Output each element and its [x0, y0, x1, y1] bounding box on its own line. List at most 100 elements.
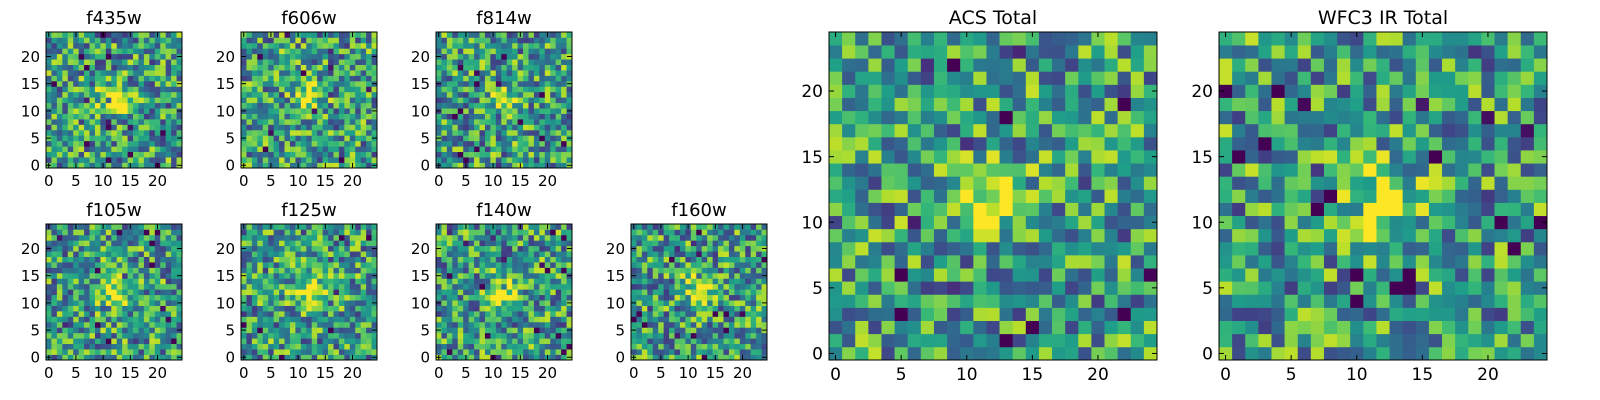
- heatmap-cell: [89, 113, 96, 120]
- heatmap-cell: [165, 80, 172, 87]
- axes-frame: [45, 223, 183, 361]
- heatmap-cell: [707, 251, 713, 257]
- heatmap-cell: [495, 80, 502, 87]
- heatmap-cell: [311, 332, 318, 339]
- heatmap-cell: [251, 321, 258, 328]
- heatmap-cell: [89, 272, 96, 279]
- heatmap-cell: [855, 241, 869, 256]
- heatmap-cell: [56, 162, 63, 169]
- heatmap-cell: [555, 224, 562, 230]
- heatmap-cell: [501, 53, 508, 60]
- heatmap-cell: [517, 140, 524, 147]
- heatmap-cell: [355, 338, 362, 345]
- heatmap-cell: [171, 108, 177, 114]
- heatmap-cell: [707, 262, 713, 268]
- heatmap-cell: [56, 321, 63, 328]
- heatmap-cell: [246, 245, 253, 252]
- heatmap-cell: [636, 300, 643, 306]
- heatmap-cell: [533, 327, 540, 334]
- heatmap-cell: [349, 240, 356, 247]
- heatmap-cell: [1052, 346, 1066, 361]
- heatmap-cell: [452, 86, 459, 93]
- heatmap-cell: [338, 42, 345, 49]
- heatmap-cell: [84, 224, 90, 230]
- heatmap-cell: [371, 234, 378, 241]
- heatmap-cell: [1012, 346, 1027, 361]
- heatmap-cell: [171, 113, 177, 120]
- heatmap-cell: [506, 119, 513, 125]
- heatmap-cell: [89, 294, 96, 301]
- heatmap-cell: [73, 262, 79, 268]
- heatmap-cell: [533, 311, 540, 317]
- heatmap-cell: [105, 229, 112, 236]
- heatmap-cell: [484, 75, 491, 82]
- heatmap-cell: [718, 316, 724, 323]
- heatmap-cell: [512, 48, 518, 55]
- heatmap-cell: [474, 224, 480, 230]
- heatmap-cell: [333, 354, 340, 361]
- heatmap-cell: [366, 316, 372, 323]
- heatmap-cell: [328, 272, 334, 279]
- heatmap-cell: [371, 338, 378, 345]
- heatmap-cell: [344, 278, 351, 285]
- heatmap-cell: [479, 75, 486, 82]
- heatmap-cell: [490, 75, 497, 82]
- heatmap-cell: [46, 338, 52, 345]
- y-tick-label: 5: [30, 321, 40, 339]
- heatmap-cell: [78, 262, 85, 268]
- heatmap-cell: [338, 64, 345, 71]
- heatmap-cell: [328, 240, 334, 247]
- heatmap-cell: [544, 59, 551, 65]
- heatmap-cell: [246, 224, 253, 230]
- heatmap-cell: [262, 256, 269, 263]
- heatmap-cell: [479, 157, 486, 163]
- heatmap-cell: [311, 53, 318, 60]
- heatmap-cell: [1117, 281, 1132, 295]
- heatmap-cell: [154, 80, 161, 87]
- heatmap-cell: [517, 294, 524, 301]
- heatmap-cell: [94, 162, 101, 169]
- heatmap-cell: [111, 75, 118, 82]
- heatmap-cell: [457, 311, 464, 317]
- heatmap-cell: [366, 53, 372, 60]
- heatmap-cell: [555, 327, 562, 334]
- heatmap-cell: [127, 48, 134, 55]
- heatmap-cell: [78, 311, 85, 317]
- heatmap-cell: [490, 108, 497, 114]
- heatmap-cell: [636, 289, 643, 296]
- heatmap-cell: [122, 278, 128, 285]
- heatmap-cell: [355, 256, 362, 263]
- heatmap-cell: [84, 157, 90, 163]
- heatmap-cell: [279, 124, 285, 131]
- heatmap-cell: [517, 278, 524, 285]
- heatmap-cell: [262, 262, 269, 268]
- heatmap-cell: [46, 256, 52, 263]
- heatmap-cell: [457, 321, 464, 328]
- heatmap-cell: [127, 267, 134, 274]
- heatmap-cell: [279, 311, 285, 317]
- heatmap-cell: [105, 151, 112, 158]
- heatmap-cell: [133, 224, 139, 230]
- heatmap-cell: [111, 32, 118, 38]
- heatmap-cell: [641, 262, 648, 268]
- heatmap-cell: [133, 251, 139, 257]
- heatmap-cell: [165, 59, 172, 65]
- heatmap-cell: [1104, 163, 1118, 177]
- heatmap-cell: [116, 108, 123, 114]
- heatmap-cell: [457, 97, 464, 104]
- heatmap-cell: [468, 316, 475, 323]
- heatmap-cell: [56, 343, 63, 350]
- heatmap-cell: [566, 102, 573, 109]
- heatmap-cell: [317, 48, 323, 55]
- heatmap-cell: [523, 80, 529, 87]
- heatmap-cell: [696, 300, 703, 306]
- heatmap-cell: [999, 294, 1014, 308]
- heatmap-cell: [56, 108, 63, 114]
- heatmap-cell: [143, 321, 150, 328]
- heatmap-cell: [51, 349, 58, 355]
- heatmap-cell: [94, 53, 101, 60]
- heatmap-cell: [333, 59, 340, 65]
- heatmap-cell: [647, 234, 654, 241]
- heatmap-cell: [62, 289, 69, 296]
- heatmap-cell: [78, 245, 85, 252]
